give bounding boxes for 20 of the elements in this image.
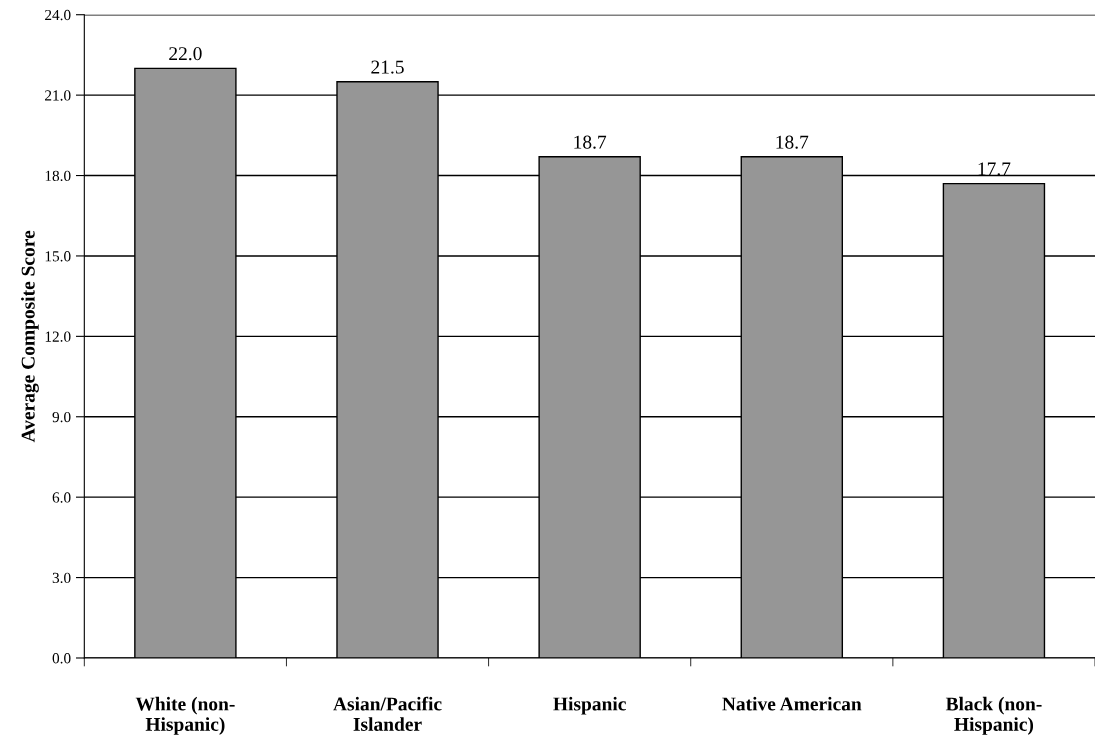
x-tick-label: White (non- Hispanic) (135, 696, 235, 735)
y-tick-label: 3.0 (52, 572, 71, 584)
y-tick-label: 21.0 (45, 90, 71, 101)
data-label: 17.7 (978, 162, 1011, 176)
y-tick-label: 0.0 (52, 653, 71, 664)
x-tick-label: Hispanic (553, 696, 626, 715)
y-tick-label: 9.0 (52, 411, 71, 423)
data-label: 18.7 (776, 135, 809, 149)
x-tick-label: Asian/Pacific Islander (333, 696, 442, 731)
y-tick-label: 24.0 (45, 9, 71, 21)
y-tick-label: 15.0 (45, 251, 71, 262)
y-tick-label: 12.0 (45, 331, 71, 342)
data-label: 18.7 (574, 135, 607, 149)
x-tick-label: Native American (722, 696, 862, 711)
y-tick-label: 18.0 (45, 170, 71, 182)
data-label: 22.0 (169, 47, 202, 61)
data-label: 21.5 (371, 60, 404, 74)
y-tick-label: 6.0 (52, 492, 71, 503)
x-tick-label: Black (non- Hispanic) (945, 696, 1042, 735)
y-axis-title: Average Composite Score (21, 230, 39, 443)
